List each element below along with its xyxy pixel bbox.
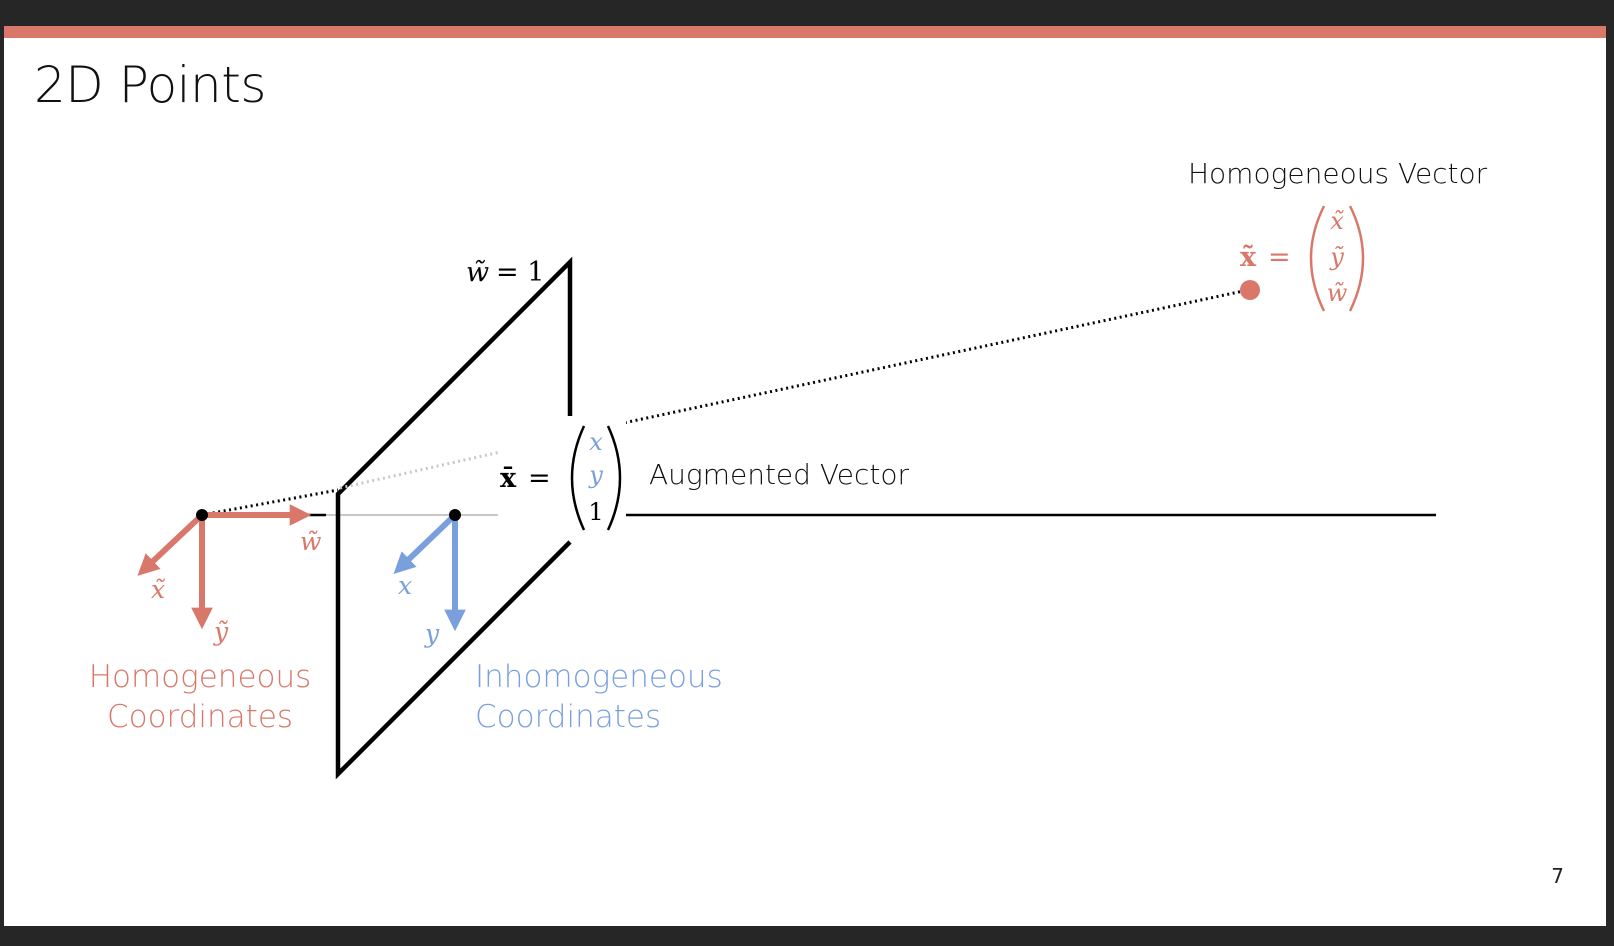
augmented-left-paren bbox=[570, 425, 586, 531]
homog-x-label: x̃ bbox=[151, 575, 166, 604]
augmented-right-paren bbox=[606, 425, 622, 531]
homog-x-axis-arrow bbox=[137, 512, 205, 576]
homogeneous-coordinates-label-line1: Homogeneous bbox=[89, 659, 312, 695]
projection-ray-hidden bbox=[339, 448, 510, 490]
slide: 2D Points bbox=[4, 26, 1606, 926]
accent-bar bbox=[4, 26, 1606, 38]
inhomog-x-axis-arrow bbox=[393, 512, 458, 574]
plane-origin bbox=[449, 509, 461, 521]
homogeneous-point bbox=[1240, 280, 1260, 300]
homogeneous-entry-x: x̃ bbox=[1330, 207, 1344, 235]
augmented-vector-equals: = bbox=[528, 463, 551, 494]
slide-title: 2D Points bbox=[34, 56, 266, 114]
page-number: 7 bbox=[1551, 864, 1564, 888]
homog-y-label: ỹ bbox=[213, 617, 229, 646]
inhomog-y-label: y bbox=[424, 619, 440, 648]
homogeneous-entry-y: ỹ bbox=[1329, 243, 1344, 271]
inhomogeneous-coordinates-label-line2: Coordinates bbox=[475, 699, 661, 735]
projection-diagram: w̃ = 1 w̃ x̃ ỹ x y Homogeneous Coordinat… bbox=[89, 157, 1488, 780]
plane-label-w: w̃ bbox=[466, 257, 489, 288]
projection-ray-far bbox=[613, 288, 1249, 427]
inhomog-x-label: x bbox=[398, 571, 412, 600]
projection-ray-front bbox=[201, 488, 339, 517]
augmented-vector-symbol: x̄ bbox=[500, 463, 517, 494]
inhomogeneous-coordinates-label-line1: Inhomogeneous bbox=[475, 659, 723, 695]
homogeneous-vector-symbol: x̃ bbox=[1240, 242, 1257, 273]
homogeneous-vector-title: Homogeneous Vector bbox=[1188, 157, 1488, 190]
augmented-entry-1: 1 bbox=[588, 498, 603, 526]
augmented-entry-y: y bbox=[588, 461, 603, 489]
camera-center bbox=[196, 509, 208, 521]
image-plane bbox=[335, 256, 573, 780]
homogeneous-entry-w: w̃ bbox=[1327, 279, 1348, 307]
plane-label-eq: = 1 bbox=[496, 257, 544, 288]
homog-w-label: w̃ bbox=[300, 527, 321, 556]
augmented-vector-title: Augmented Vector bbox=[649, 458, 910, 491]
homogeneous-vector-equals: = bbox=[1268, 242, 1291, 273]
homogeneous-right-paren bbox=[1348, 205, 1365, 312]
homogeneous-left-paren bbox=[1309, 205, 1326, 312]
augmented-vector-backdrop bbox=[498, 420, 626, 532]
augmented-entry-x: x bbox=[589, 428, 603, 456]
homogeneous-coordinates-label-line2: Coordinates bbox=[107, 699, 293, 735]
